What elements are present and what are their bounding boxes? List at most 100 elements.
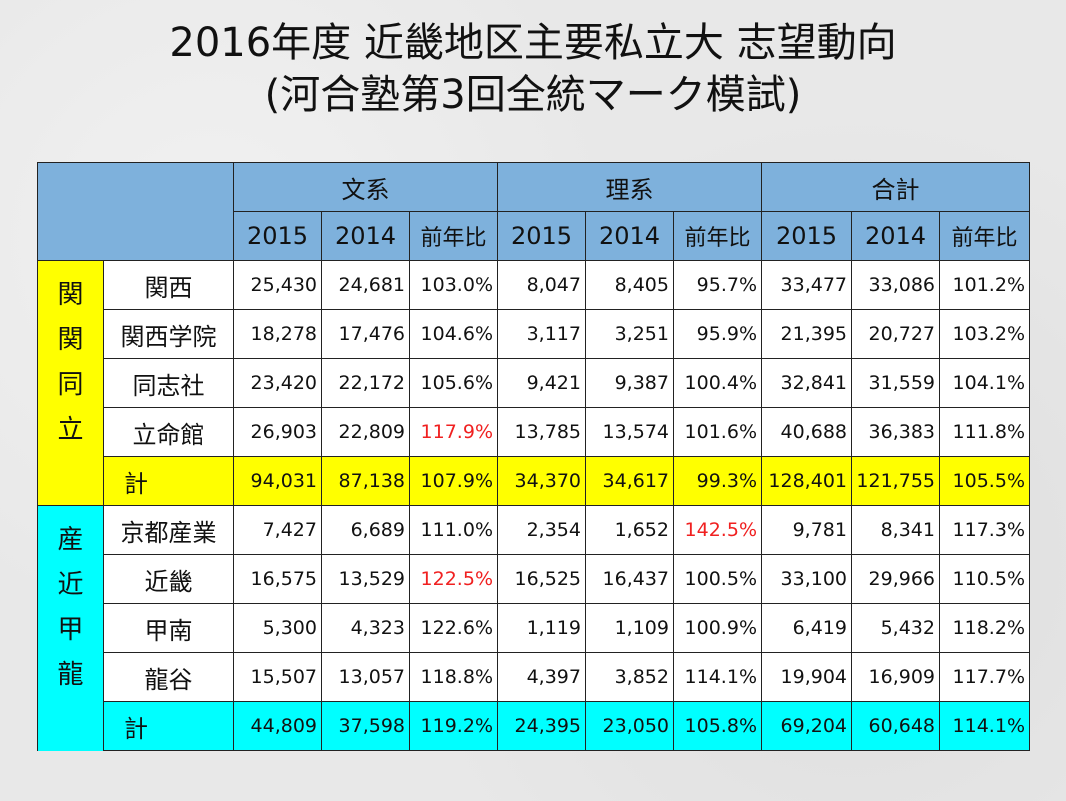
total-value-cell: 121,755 [851, 456, 940, 506]
value-cell: 100.4% [673, 358, 762, 408]
value-cell: 36,383 [851, 407, 940, 457]
header-subcolumn: 2015 [233, 211, 322, 261]
header-subcolumn: 2014 [321, 211, 410, 261]
value-cell: 8,047 [497, 260, 586, 310]
value-cell: 118.8% [409, 652, 498, 702]
value-cell: 16,909 [851, 652, 940, 702]
value-cell: 117.3% [939, 505, 1030, 555]
value-cell: 13,574 [585, 407, 674, 457]
value-cell: 1,109 [585, 603, 674, 653]
value-cell: 17,476 [321, 309, 410, 359]
value-cell: 18,278 [233, 309, 322, 359]
value-cell: 110.5% [939, 554, 1030, 604]
value-cell: 111.8% [939, 407, 1030, 457]
total-value-cell: 34,617 [585, 456, 674, 506]
value-cell: 3,251 [585, 309, 674, 359]
value-cell: 32,841 [761, 358, 852, 408]
value-cell: 95.9% [673, 309, 762, 359]
value-cell: 101.2% [939, 260, 1030, 310]
total-value-cell: 37,598 [321, 701, 410, 751]
total-label: 計 [103, 456, 234, 506]
header-subcolumn: 前年比 [939, 211, 1030, 261]
value-cell: 5,300 [233, 603, 322, 653]
value-cell: 33,100 [761, 554, 852, 604]
value-cell: 118.2% [939, 603, 1030, 653]
header-row-groups: 文系 理系 合計 [37, 162, 1030, 261]
value-cell: 31,559 [851, 358, 940, 408]
total-value-cell: 87,138 [321, 456, 410, 506]
header-subcolumn: 2015 [497, 211, 586, 261]
value-cell: 24,681 [321, 260, 410, 310]
value-cell: 15,507 [233, 652, 322, 702]
table-row: 産近甲龍京都産業 7,427 6,689 111.0% 2,354 1,652 142.5%… [37, 505, 1030, 751]
group-label-char: 甲 [57, 615, 84, 645]
value-cell: 142.5% [673, 505, 762, 555]
value-cell: 8,405 [585, 260, 674, 310]
value-cell: 2,354 [497, 505, 586, 555]
value-cell: 117.7% [939, 652, 1030, 702]
value-cell: 22,809 [321, 407, 410, 457]
value-cell: 4,397 [497, 652, 586, 702]
value-cell: 7,427 [233, 505, 322, 555]
value-cell: 33,477 [761, 260, 852, 310]
header-group: 文系 [233, 162, 498, 212]
university-name: 近畿 [103, 554, 234, 604]
value-cell: 3,852 [585, 652, 674, 702]
value-cell: 25,430 [233, 260, 322, 310]
header-subcolumn: 前年比 [409, 211, 498, 261]
value-cell: 21,395 [761, 309, 852, 359]
value-cell: 4,323 [321, 603, 410, 653]
value-cell: 104.1% [939, 358, 1030, 408]
header-subcolumn: 2014 [851, 211, 940, 261]
group-label: 関関同立 [37, 260, 104, 506]
value-cell: 114.1% [673, 652, 762, 702]
value-cell: 19,904 [761, 652, 852, 702]
value-cell: 122.6% [409, 603, 498, 653]
value-cell: 5,432 [851, 603, 940, 653]
group-label: 産近甲龍 [37, 505, 104, 751]
value-cell: 13,785 [497, 407, 586, 457]
value-cell: 1,119 [497, 603, 586, 653]
university-name: 龍谷 [103, 652, 234, 702]
university-name: 同志社 [103, 358, 234, 408]
value-cell: 100.9% [673, 603, 762, 653]
value-cell: 16,525 [497, 554, 586, 604]
value-cell: 3,117 [497, 309, 586, 359]
value-cell: 29,966 [851, 554, 940, 604]
slide-subtitle: (河合塾第3回全統マーク模試) [264, 72, 802, 118]
total-value-cell: 105.5% [939, 456, 1030, 506]
table-row: 甲南 5,300 4,323 122.6% 1,119 1,109 100.9% 6,419 5… [38, 603, 1030, 653]
value-cell: 23,420 [233, 358, 322, 408]
table-row: 龍谷 15,507 13,057 118.8% 4,397 3,852 114.1% 19,9… [38, 652, 1030, 702]
table-row: 関西学院 18,278 17,476 104.6% 3,117 3,251 95.9% 21,… [38, 309, 1030, 359]
slide-title: 2016年度 近畿地区主要私立大 志望動向 [169, 20, 897, 66]
value-cell: 40,688 [761, 407, 852, 457]
university-name: 関西学院 [103, 309, 234, 359]
value-cell: 100.5% [673, 554, 762, 604]
total-value-cell: 60,648 [851, 701, 940, 751]
value-cell: 9,781 [761, 505, 852, 555]
value-cell: 111.0% [409, 505, 498, 555]
total-label: 計 [103, 701, 234, 751]
university-name: 立命館 [103, 407, 234, 457]
total-row: 計 44,809 37,598 119.2% 24,395 23,050 105.8% 69,… [37, 701, 1030, 751]
total-value-cell: 99.3% [673, 456, 762, 506]
total-value-cell: 114.1% [939, 701, 1030, 751]
value-cell: 16,575 [233, 554, 322, 604]
total-value-cell: 44,809 [233, 701, 322, 751]
value-cell: 33,086 [851, 260, 940, 310]
group-label-char: 関 [57, 325, 84, 355]
applicant-trend-table: 文系 理系 合計 2015 2014 前年比 2015 2014 前年比 2015 2014 前年比関… [37, 162, 1030, 751]
value-cell: 103.2% [939, 309, 1030, 359]
header-corner [37, 162, 234, 261]
value-cell: 9,387 [585, 358, 674, 408]
value-cell: 122.5% [409, 554, 498, 604]
value-cell: 8,341 [851, 505, 940, 555]
total-value-cell: 94,031 [233, 456, 322, 506]
header-subcolumn: 2014 [585, 211, 674, 261]
value-cell: 26,903 [233, 407, 322, 457]
value-cell: 117.9% [409, 407, 498, 457]
total-value-cell: 23,050 [585, 701, 674, 751]
value-cell: 101.6% [673, 407, 762, 457]
total-row: 計 94,031 87,138 107.9% 34,370 34,617 99.3% 128,… [37, 456, 1030, 506]
